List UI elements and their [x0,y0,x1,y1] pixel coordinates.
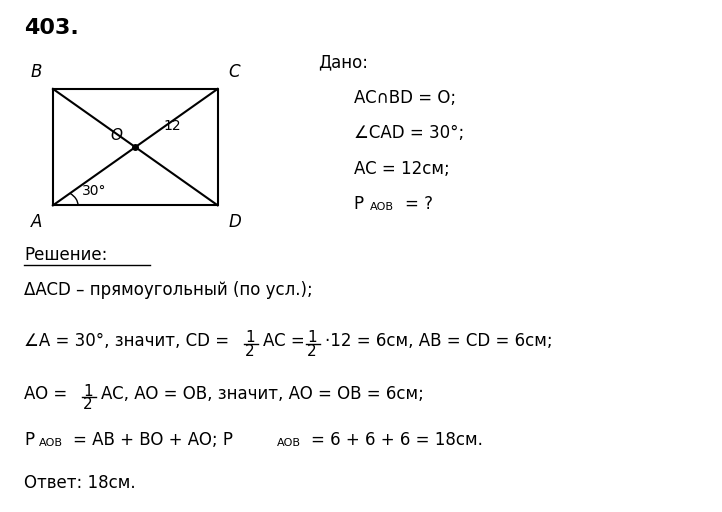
Text: AO =: AO = [25,385,73,403]
Text: 1: 1 [308,330,317,346]
Text: Решение:: Решение: [25,246,108,264]
Text: O: O [110,129,122,143]
Text: AC∩BD = O;: AC∩BD = O; [354,89,456,107]
Text: B: B [31,63,42,81]
Text: AC = 12см;: AC = 12см; [354,160,450,178]
Text: АОВ: АОВ [370,202,393,212]
Text: АОВ: АОВ [277,438,300,448]
Text: ·12 = 6см, AB = CD = 6см;: ·12 = 6см, AB = CD = 6см; [325,332,553,350]
Text: = 6 + 6 + 6 = 18см.: = 6 + 6 + 6 = 18см. [311,431,483,449]
Text: 2: 2 [245,344,255,359]
Text: АОВ: АОВ [38,438,63,448]
Text: 1: 1 [83,383,92,399]
Text: = ?: = ? [406,195,433,213]
Text: D: D [228,213,241,231]
Text: ∠A = 30°, значит, CD =: ∠A = 30°, значит, CD = [25,332,235,350]
Text: ∠CAD = 30°;: ∠CAD = 30°; [354,124,464,142]
Text: AC =: AC = [263,332,310,350]
Text: A: A [31,213,42,231]
Text: P: P [354,195,364,213]
Text: AC, AO = OB, значит, AO = OB = 6см;: AC, AO = OB, значит, AO = OB = 6см; [101,385,424,403]
Text: C: C [228,63,240,81]
Text: 2: 2 [83,397,92,412]
Text: Дано:: Дано: [318,53,368,71]
Text: 1: 1 [245,330,255,346]
Text: Ответ: 18см.: Ответ: 18см. [25,474,136,492]
Text: ΔACD – прямоугольный (по усл.);: ΔACD – прямоугольный (по усл.); [25,281,313,300]
Text: 30°: 30° [82,184,107,198]
Text: 2: 2 [308,344,317,359]
Text: 12: 12 [164,119,181,133]
Text: = AB + BO + AO; P: = AB + BO + AO; P [73,431,233,449]
Text: 403.: 403. [25,18,79,38]
Text: P: P [25,431,35,449]
